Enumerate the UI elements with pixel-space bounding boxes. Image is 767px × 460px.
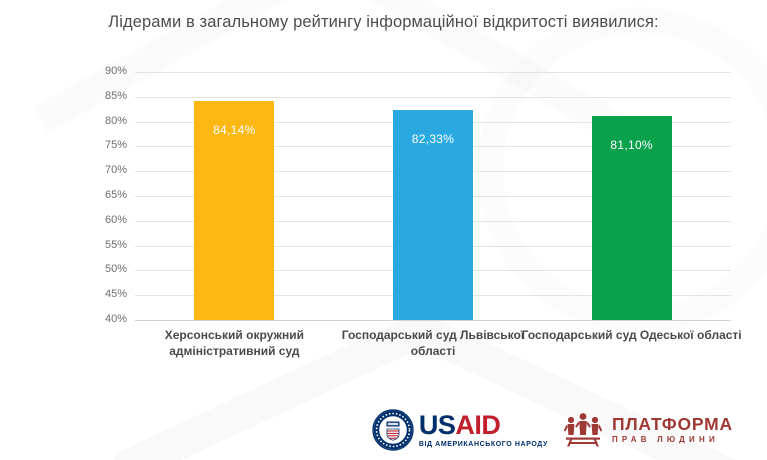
platform-wordmark: ПЛАТФОРМА ПРАВ ЛЮДИНИ: [611, 413, 733, 445]
usaid-aid-text: AID: [455, 410, 501, 440]
usaid-logo: USAID ВІД АМЕРИКАНСЬКОГО НАРОДУ: [372, 409, 548, 451]
platform-logo: ПЛАТФОРМА ПРАВ ЛЮДИНИ: [561, 408, 733, 452]
y-axis-tick-label: 55%: [104, 238, 127, 251]
usaid-us-text: US: [418, 410, 456, 440]
bar-1: 84,14%: [194, 101, 275, 320]
y-axis-tick-label: 45%: [104, 288, 127, 301]
usaid-brand-text: USAID: [419, 412, 548, 439]
platform-name-text: ПЛАТФОРМА: [611, 413, 733, 434]
footer-logos: USAID ВІД АМЕРИКАНСЬКОГО НАРОДУ: [372, 405, 733, 455]
usaid-tagline: ВІД АМЕРИКАНСЬКОГО НАРОДУ: [418, 441, 548, 448]
y-axis-tick-label: 70%: [104, 164, 127, 177]
y-axis-tick-label: 40%: [104, 313, 127, 325]
y-axis-tick-label: 65%: [104, 189, 127, 201]
gridline: [135, 96, 731, 98]
x-axis-category-label: Херсонський окружний адміністративний су…: [164, 328, 304, 358]
y-axis-tick-label: 75%: [104, 139, 127, 152]
bar-2: 82,33%: [393, 110, 473, 320]
bar-value-label: 82,33%: [411, 132, 455, 146]
y-axis-tick-label: 50%: [104, 263, 127, 276]
x-axis-category-label: Господарський суд Одеської області: [521, 328, 742, 342]
platform-people-icon: [563, 413, 603, 447]
plot-area: 90% 85% 80% 75% 70% 65% 60% 55% 50% 45% 40% 84,14% Х…: [105, 65, 742, 358]
y-axis-tick-label: 85%: [104, 89, 127, 102]
platform-subtitle-text: ПРАВ ЛЮДИНИ: [611, 435, 719, 445]
gridline: [135, 320, 731, 321]
bar-value-label: 81,10%: [610, 138, 653, 152]
x-axis-category-label: Господарський суд Львівської області: [341, 328, 525, 358]
y-axis-tick-label: 80%: [104, 114, 127, 127]
gridline: [135, 72, 731, 73]
bar-value-label: 84,14%: [213, 123, 256, 137]
bar-3: 81,10%: [591, 116, 672, 320]
chart-title: Лідерами в загальному рейтингу інформаці…: [108, 13, 659, 31]
usaid-wordmark: USAID ВІД АМЕРИКАНСЬКОГО НАРОДУ: [418, 412, 548, 449]
y-axis-tick-label: 60%: [104, 213, 127, 226]
usaid-seal-icon: [372, 409, 414, 451]
y-axis-tick-label: 90%: [104, 65, 127, 77]
